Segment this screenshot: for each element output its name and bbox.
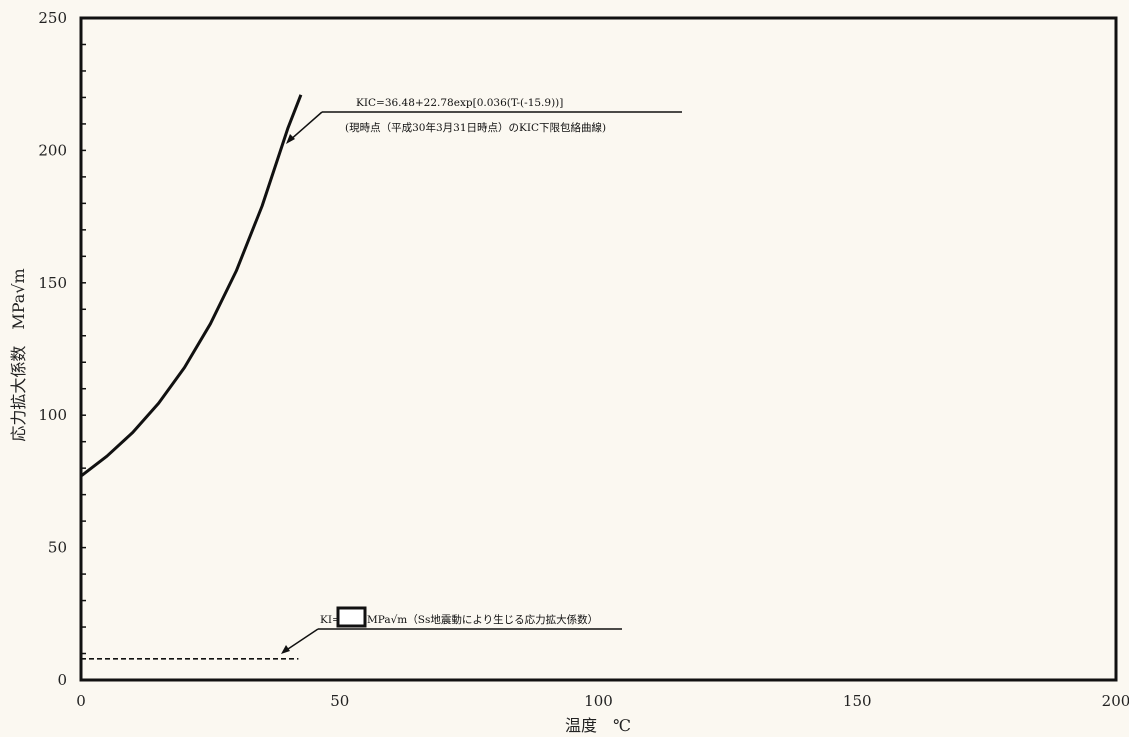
ki-redacted-value-box bbox=[336, 606, 367, 628]
x-tick-label: 0 bbox=[76, 692, 86, 710]
ki-annotation: KI= MPa√m（Ss地震動により生じる応力拡大係数） bbox=[281, 606, 622, 654]
y-tick-label: 200 bbox=[38, 141, 67, 159]
ki-arrow-shaft bbox=[284, 628, 319, 652]
kic-formula: KIC=36.48+22.78exp[0.036(T-(-15.9))] bbox=[356, 97, 563, 109]
plot-frame bbox=[79, 16, 1118, 682]
y-tick-label: 250 bbox=[38, 9, 67, 27]
x-tick-label: 50 bbox=[330, 692, 349, 710]
series-layer bbox=[80, 94, 303, 660]
y-tick-label: 0 bbox=[57, 671, 67, 689]
x-axis-title: 温度 ℃ bbox=[565, 716, 631, 735]
x-tick-label: 100 bbox=[584, 692, 613, 710]
kic-arrow-shaft bbox=[288, 111, 323, 142]
kic-arrow-head bbox=[286, 134, 295, 144]
y-tick-label: 100 bbox=[38, 406, 67, 424]
y-tick-label: 150 bbox=[38, 274, 67, 292]
y-tick-label: 50 bbox=[48, 539, 67, 557]
tick-labels: 0 50 100 150 200 250 0 50 100 150 200 bbox=[38, 9, 1129, 710]
series-line-kic bbox=[80, 94, 303, 478]
x-tick-label: 200 bbox=[1102, 692, 1129, 710]
kic-caption: (現時点（平成30年3月31日時点）のKIC下限包絡曲線) bbox=[345, 121, 606, 134]
x-tick-label: 150 bbox=[843, 692, 872, 710]
y-axis-ticks bbox=[81, 43, 86, 655]
ki-arrow-head bbox=[281, 645, 290, 654]
kic-annotation: KIC=36.48+22.78exp[0.036(T-(-15.9))] (現時… bbox=[286, 97, 682, 144]
ki-suffix: MPa√m（Ss地震動により生じる応力拡大係数） bbox=[367, 613, 598, 626]
ki-prefix: KI= bbox=[320, 614, 341, 626]
y-axis-title: 応力拡大係数 MPa√m bbox=[9, 268, 28, 441]
